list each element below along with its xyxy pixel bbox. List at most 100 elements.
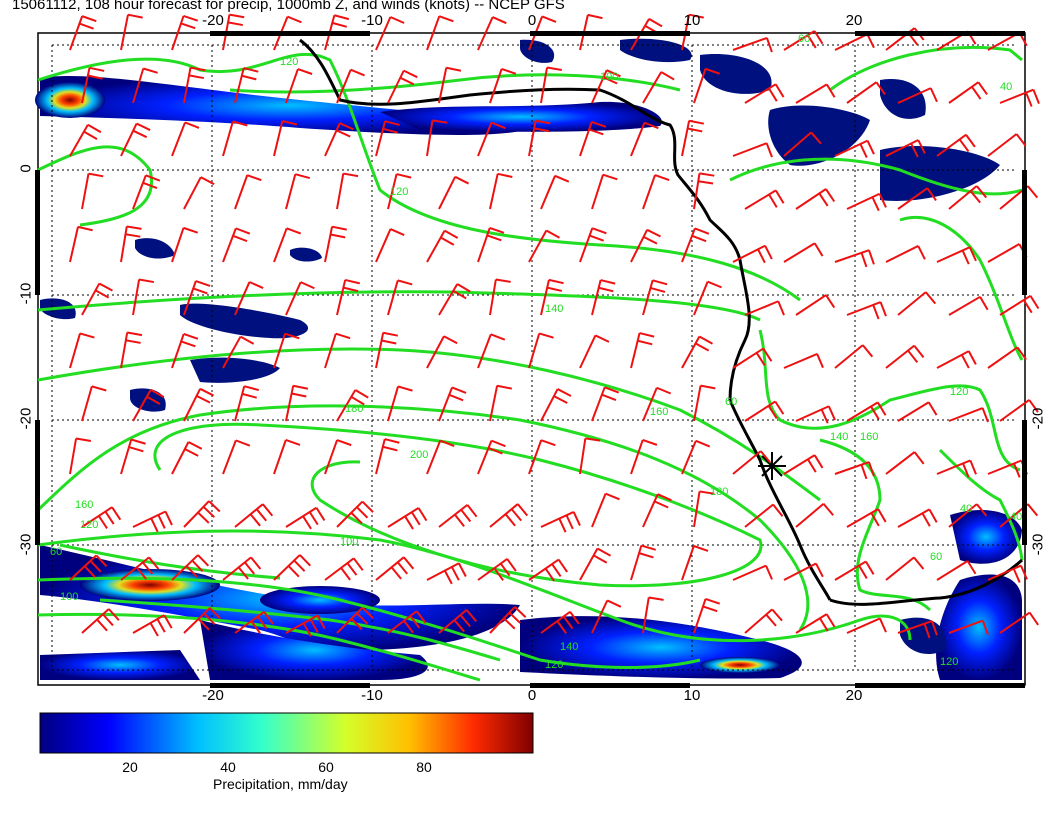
wind-barb bbox=[642, 71, 675, 104]
wind-barb bbox=[783, 131, 822, 157]
frame-ticks bbox=[35, 31, 1027, 688]
wind-barb bbox=[999, 294, 1040, 316]
wind-barb bbox=[579, 547, 612, 581]
lat-tick-right: -30 bbox=[1029, 533, 1047, 556]
contour-label: 100 bbox=[600, 71, 618, 83]
contour-label: 140 bbox=[830, 431, 848, 443]
wind-barb bbox=[897, 508, 938, 528]
wind-barb bbox=[732, 450, 772, 475]
wind-barb bbox=[630, 228, 661, 263]
wind-barb bbox=[171, 441, 203, 475]
wind-barb bbox=[885, 139, 926, 158]
wind-barb bbox=[336, 389, 369, 422]
wind-barb bbox=[642, 596, 664, 634]
wind-barb bbox=[681, 439, 711, 475]
wind-barb bbox=[999, 88, 1040, 107]
wind-barb bbox=[885, 556, 925, 581]
wind-barb bbox=[783, 562, 824, 581]
wind-barb bbox=[897, 401, 938, 422]
wind-barb bbox=[324, 225, 347, 263]
wind-barb bbox=[69, 554, 108, 581]
wind-barb bbox=[630, 544, 657, 581]
contour-label: 200 bbox=[410, 449, 428, 461]
wind-barb bbox=[426, 335, 458, 369]
wind-barb bbox=[273, 120, 298, 157]
contour-label: 60 bbox=[930, 551, 942, 563]
contour-label: 120 bbox=[280, 56, 298, 68]
wind-barb bbox=[69, 332, 95, 369]
colorbar-label: Precipitation, mm/day bbox=[213, 776, 348, 792]
wind-barb bbox=[477, 121, 506, 157]
wind-barb bbox=[846, 81, 886, 104]
wind-barb bbox=[681, 545, 709, 581]
wind-barb bbox=[132, 174, 161, 210]
contour-label: 60 bbox=[50, 546, 62, 558]
wind-barb bbox=[540, 278, 564, 316]
contour-label: 160 bbox=[650, 406, 668, 418]
wind-barb bbox=[222, 335, 255, 369]
wind-barb bbox=[120, 331, 143, 369]
wind-barb bbox=[897, 291, 937, 316]
wind-barb bbox=[846, 617, 887, 634]
map-title: 15061112, 108 hour forecast for precip, … bbox=[12, 0, 565, 13]
wind-barb bbox=[375, 16, 405, 51]
wind-barb bbox=[285, 506, 326, 530]
wind-barb bbox=[897, 187, 937, 210]
wind-barb bbox=[120, 438, 146, 475]
wind-barb bbox=[744, 83, 785, 104]
wind-barb bbox=[783, 352, 824, 369]
wind-barb bbox=[693, 597, 721, 634]
contour-label: 120 bbox=[950, 386, 968, 398]
wind-barb bbox=[783, 242, 824, 263]
height-contours bbox=[36, 45, 1024, 682]
wind-barb bbox=[987, 346, 1027, 369]
wind-barb bbox=[630, 332, 655, 369]
wind-barb bbox=[183, 66, 206, 104]
wind-barb bbox=[579, 121, 607, 157]
wind-barb bbox=[132, 614, 173, 637]
wind-barb bbox=[387, 507, 428, 530]
wind-barb bbox=[693, 67, 721, 104]
wind-barb bbox=[846, 508, 887, 528]
wind-barb bbox=[489, 172, 513, 210]
wind-barb bbox=[183, 500, 221, 528]
wind-barb bbox=[630, 439, 658, 475]
wind-barb bbox=[591, 599, 622, 634]
wind-barb bbox=[234, 610, 274, 634]
contour-label: 180 bbox=[345, 403, 363, 415]
wind-barb bbox=[171, 14, 199, 51]
wind-barb bbox=[426, 229, 459, 263]
wind-barb bbox=[120, 13, 143, 51]
contour-label: 180 bbox=[710, 486, 728, 498]
wind-barb bbox=[948, 407, 989, 423]
wind-barb bbox=[375, 438, 400, 475]
wind-barb bbox=[120, 225, 142, 263]
coastline bbox=[299, 38, 1024, 606]
wind-barb bbox=[183, 387, 215, 422]
wind-barb bbox=[732, 37, 773, 53]
wind-barb bbox=[528, 558, 568, 582]
contour-label: 100 bbox=[340, 536, 358, 548]
contour-labels: 120 100 60 120 140 180 160 200 160 120 100 60 180 140… bbox=[50, 33, 1022, 671]
lon-tick-bottom: -10 bbox=[361, 687, 383, 704]
wind-barb bbox=[375, 331, 399, 369]
lon-tick-top: -20 bbox=[202, 12, 224, 29]
wind-barb bbox=[477, 439, 506, 475]
wind-barb bbox=[171, 554, 210, 581]
wind-barb bbox=[285, 614, 326, 637]
wind-barb bbox=[69, 123, 102, 157]
wind-barb bbox=[336, 606, 374, 634]
wind-barb bbox=[426, 119, 448, 157]
wind-barb bbox=[642, 386, 672, 422]
wind-barb bbox=[222, 120, 248, 157]
wind-barb bbox=[987, 564, 1028, 583]
wind-barb bbox=[222, 227, 251, 263]
wind-barb bbox=[489, 606, 527, 634]
wind-barb bbox=[744, 189, 785, 210]
wind-barb bbox=[834, 344, 874, 369]
wind-barb bbox=[438, 504, 478, 528]
wind-barb bbox=[120, 122, 151, 157]
wind-barb bbox=[693, 280, 722, 316]
wind-barb bbox=[999, 611, 1039, 634]
